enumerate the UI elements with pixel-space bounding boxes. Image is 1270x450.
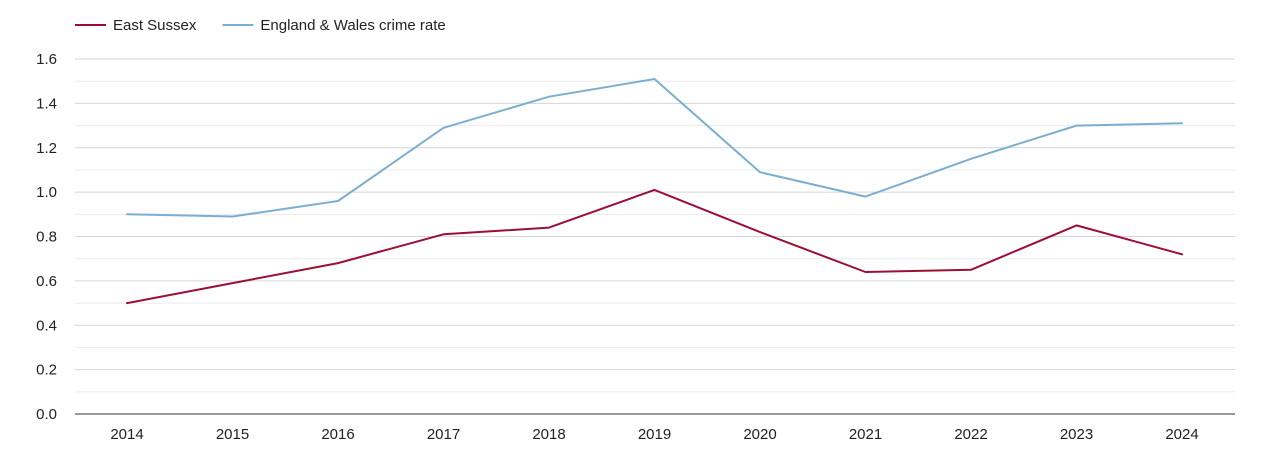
series-lines (126, 78, 1183, 305)
y-tick-label: 0.2 (36, 362, 57, 379)
x-tick-label: 2014 (110, 426, 143, 443)
y-tick-label: 1.0 (36, 184, 57, 201)
grid (75, 58, 1235, 393)
x-tick-label: 2023 (1060, 426, 1093, 443)
series-line (126, 188, 1183, 305)
x-tick-label: 2021 (849, 426, 882, 443)
x-axis: 2014 2015 2016 2017 2018 2019 2020 2021 2022 2023… (75, 413, 1235, 443)
legend-label: England & Wales crime rate (260, 17, 445, 34)
x-tick-label: 2022 (954, 426, 987, 443)
y-tick-label: 0.8 (36, 229, 57, 246)
x-tick-label: 2016 (321, 426, 354, 443)
x-tick-label: 2017 (427, 426, 460, 443)
y-tick-label: 0.0 (36, 406, 57, 423)
y-tick-label: 0.4 (36, 317, 57, 334)
y-tick-label: 1.6 (36, 51, 57, 68)
x-tick-label: 2018 (532, 426, 565, 443)
y-tick-label: 1.2 (36, 140, 57, 157)
y-axis: 0.0 0.2 0.4 0.6 0.8 1.0 1.2 1.4 1.6 (36, 51, 57, 423)
x-tick-label: 2015 (216, 426, 249, 443)
y-tick-label: 1.4 (36, 95, 57, 112)
y-tick-label: 0.6 (36, 273, 57, 290)
x-tick-label: 2020 (743, 426, 776, 443)
legend-label: East Sussex (113, 17, 197, 34)
series-line (126, 78, 1183, 218)
x-tick-label: 2024 (1165, 426, 1198, 443)
legend: East Sussex England & Wales crime rate (75, 17, 446, 34)
x-tick-label: 2019 (638, 426, 671, 443)
